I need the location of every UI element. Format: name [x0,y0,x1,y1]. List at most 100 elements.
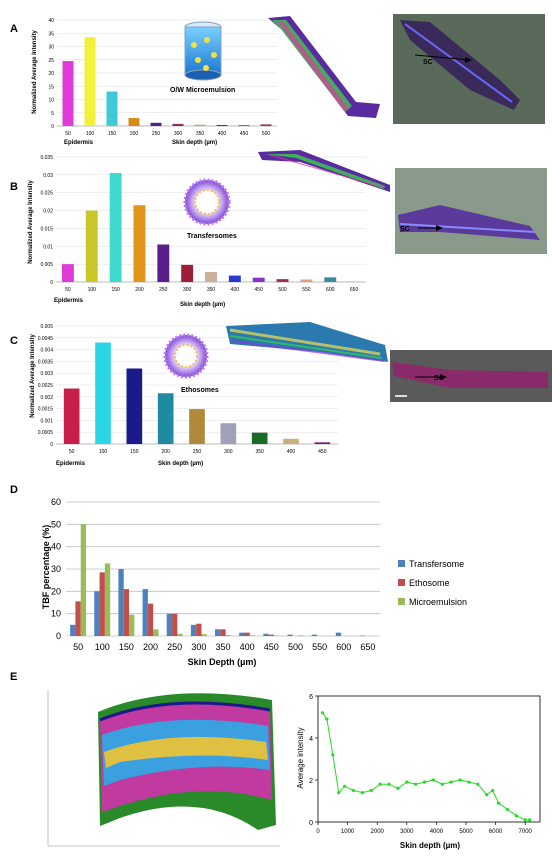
bar-microemulsion-100 [104,563,111,636]
bar-200 [133,205,146,282]
x-tick-label: 4000 [430,829,444,835]
panel-label-d: D [10,484,18,496]
panel-e-xlabel: Skin depth (µm) [400,841,461,850]
panel-e-plot: 0 2 4 6 0 1000 2000 3000 4000 5000 6000 7000 [309,694,541,835]
y-tick-label: 0.005 [40,262,53,268]
bar-250 [157,244,170,282]
x-tick-label: 400 [240,642,255,652]
x-tick-label: 200 [161,449,170,455]
transfersome-illustration [183,178,231,226]
data-point [325,717,329,721]
bar-450 [238,125,250,126]
bar-100 [84,37,96,126]
panel-c-chart: 0 0.0005 0.001 0.0015 0.002 0.0025 0.003 0.0035… [30,322,552,467]
x-tick-label: 200 [130,131,139,137]
bar-transfersome-350 [215,629,221,636]
x-tick-label: 400 [231,287,240,293]
bar-450 [314,442,331,444]
y-tick-label: 20 [51,586,61,596]
ethosome-illustration [163,333,209,379]
panel-b-skin-section-image [258,150,390,192]
panel-d-chart: 0 10 20 30 40 50 60 50 100 150 200 250 300 350 400 450 5… [41,497,467,667]
panel-b-chart: 0 0.005 0.01 0.015 0.02 0.025 0.03 0.035 50 100 15… [28,150,547,308]
y-tick-label: 0 [51,124,54,130]
y-tick-label: 40 [51,542,61,552]
data-point [485,793,489,797]
bar-400 [216,124,228,126]
data-point [523,818,527,822]
panel-c-epidermis: Epidermis [56,461,86,467]
bar-ethosome-200 [147,603,154,636]
y-tick-label: 20 [48,71,54,77]
bar-550 [300,279,313,282]
y-tick-label: 0 [50,442,53,448]
panel-a-chart: 0 5 10 15 20 25 30 35 40 50 100 150 200 250 300 350 400 4… [32,14,545,146]
legend-label: Ethosome [409,578,450,588]
bar-transfersome-150 [118,569,124,636]
panel-c-ylabel: Normalized Average Intensity [30,334,36,418]
bar-400 [228,275,241,282]
bar-transfersome-450 [263,633,269,636]
y-tick-label: 0.001 [40,418,53,424]
x-tick-label: 50 [65,287,71,293]
bar-450 [252,277,265,282]
bar-microemulsion-300 [201,634,207,636]
y-tick-label: 2 [309,778,313,785]
bar-ethosome-100 [99,572,105,636]
y-tick-label: 0.002 [40,395,53,401]
bar-350 [194,124,206,126]
legend-swatch [398,598,405,605]
y-tick-label: 0.0025 [38,383,54,389]
y-tick-label: 35 [48,31,54,37]
x-tick-label: 650 [350,287,359,293]
data-point [476,782,480,786]
bar-500 [276,279,289,282]
y-tick-label: 0.02 [43,209,53,215]
data-point [343,784,347,788]
bar-microemulsion-250 [177,633,183,636]
x-tick-label: 100 [95,642,110,652]
y-tick-label: 10 [48,98,54,104]
y-tick-label: 4 [309,736,313,743]
bar-250 [150,122,162,126]
x-tick-label: 7000 [519,829,533,835]
bar-microemulsion-50 [80,524,87,636]
x-tick-label: 250 [167,642,182,652]
bar-50 [63,388,80,444]
x-tick-label: 3000 [400,829,414,835]
y-tick-label: 0.03 [43,173,53,179]
x-tick-label: 500 [288,642,303,652]
panel-a-plot: 0 5 10 15 20 25 30 35 40 50 100 150 200 250 300 350 400 4… [48,18,277,137]
x-tick-label: 5000 [459,829,473,835]
data-point [351,788,356,793]
bar-250 [189,409,205,444]
panel-d-plot: 0 10 20 30 40 50 60 50 100 150 200 250 300 350 400 450 5… [51,497,380,652]
panel-c-skin-section-image [226,322,388,362]
panel-c-inset-label: Ethosomes [181,387,219,394]
x-tick-label: 100 [86,131,95,137]
data-point [337,791,341,795]
x-tick-label: 250 [152,131,161,137]
x-tick-label: 150 [111,287,120,293]
x-tick-label: 350 [207,287,216,293]
bar-50 [62,61,74,127]
y-tick-label: 0.004 [40,348,53,354]
x-tick-label: 300 [224,449,233,455]
panel-d-xlabel: Skin Depth (µm) [188,657,257,667]
bar-300 [220,423,237,444]
data-point [496,801,501,805]
data-point [449,780,453,784]
x-tick-label: 450 [255,287,264,293]
x-tick-label: 650 [360,642,375,652]
bar-600 [324,277,337,282]
y-tick-label: 50 [51,519,61,529]
panel-c-micrograph [390,350,552,402]
x-tick-label: 100 [88,287,97,293]
x-tick-label: 100 [99,449,108,455]
x-tick-label: 250 [159,287,168,293]
panel-b-inset-label: Transfersomes [187,233,237,240]
bar-200 [128,118,140,126]
x-tick-label: 200 [135,287,144,293]
bar-100 [95,342,111,444]
